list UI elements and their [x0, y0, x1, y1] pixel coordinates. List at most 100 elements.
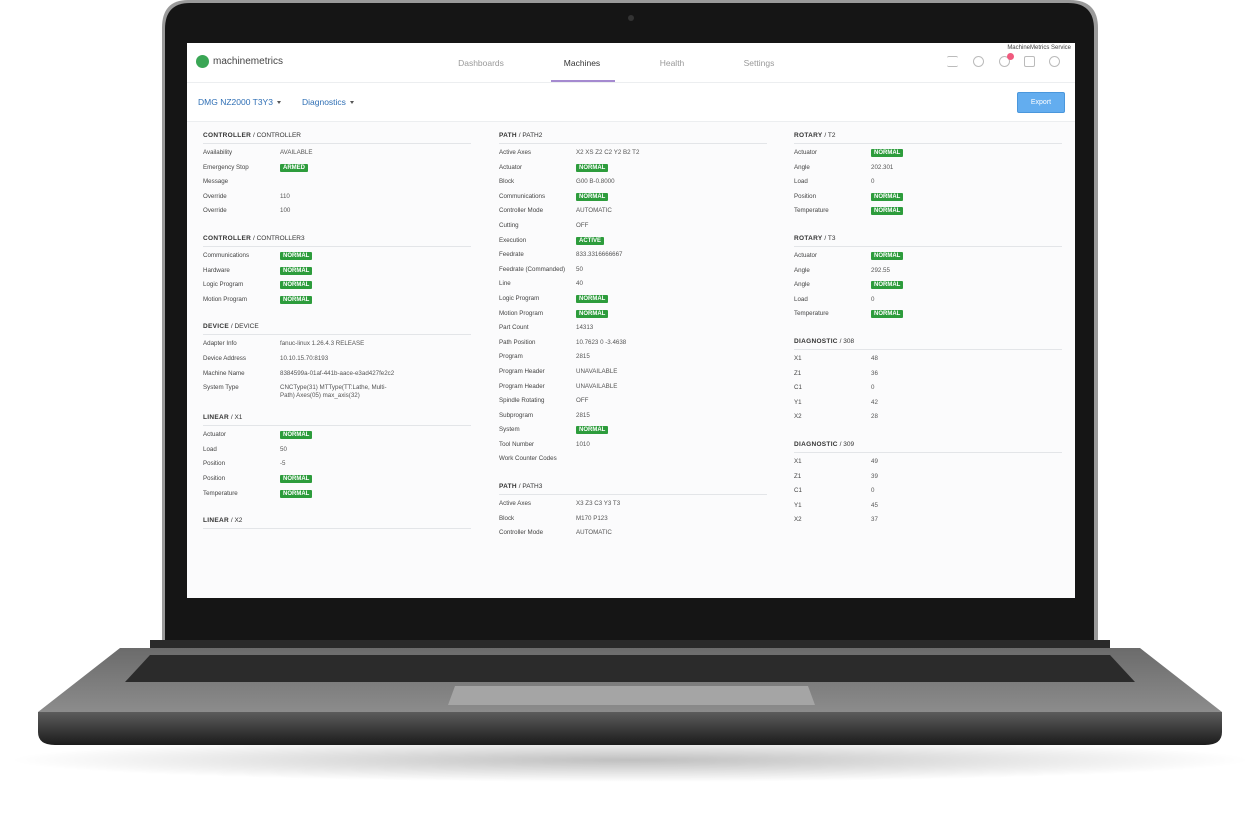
row-label: Communications: [499, 192, 546, 200]
trackpad: [448, 686, 815, 705]
row-label: Path Position: [499, 338, 536, 346]
row-value-cell: NORMAL: [871, 148, 991, 157]
row: C1 0: [794, 486, 1062, 501]
row-value: 10.10.15.70:8193: [280, 354, 329, 362]
row-value-cell: OFF: [576, 396, 696, 405]
row-value: AVAILABLE: [280, 149, 313, 156]
section-name: PATH2: [522, 132, 543, 139]
row-label: Subprogram: [499, 411, 534, 419]
row-value-cell: M170 P123: [576, 514, 696, 523]
row: Load 0: [794, 295, 1062, 310]
row-value-cell: UNAVAILABLE: [576, 382, 696, 391]
row-value-cell: NORMAL: [576, 163, 696, 172]
globe-icon[interactable]: [973, 56, 984, 67]
nav-tab[interactable]: Settings: [743, 58, 775, 68]
separator: /: [230, 414, 233, 422]
separator: /: [518, 483, 521, 491]
user-icon[interactable]: [1049, 56, 1060, 67]
export-button[interactable]: Export: [1017, 92, 1065, 113]
row-label: Emergency Stop: [203, 163, 249, 171]
view-dropdown[interactable]: Diagnostics: [302, 97, 354, 107]
row-label: Temperature: [794, 207, 829, 215]
row: Override 100: [203, 206, 471, 221]
alerts-icon[interactable]: [999, 56, 1010, 67]
row: Temperature NORMAL: [203, 489, 471, 504]
row-value-cell: ARMED: [280, 163, 400, 172]
row-value-cell: CNCType(31) MTType(TT:Lathe, Multi-Path)…: [280, 383, 400, 400]
row-value: 1010: [576, 440, 590, 448]
row: Machine Name 8384599a-01af-441b-aace-e3ad…: [203, 369, 471, 384]
row-label: Program: [499, 353, 523, 361]
row-label: Actuator: [499, 163, 523, 171]
row-label: Actuator: [203, 431, 227, 439]
row-value-cell: NORMAL: [576, 309, 696, 318]
row-value: 36: [871, 369, 878, 377]
row-value-cell: OFF: [576, 221, 696, 230]
row-label: System: [499, 426, 520, 434]
row-value-cell: AUTOMATIC: [576, 528, 696, 537]
nav-tab[interactable]: Health: [659, 58, 685, 68]
row-label: X2: [794, 516, 802, 524]
row: C1 0: [794, 383, 1062, 398]
row-value-cell: 10.7623 0 -3.4638: [576, 338, 696, 347]
row-value-cell: NORMAL: [576, 294, 696, 303]
status-badge: NORMAL: [280, 489, 313, 498]
row-value: AUTOMATIC: [576, 207, 612, 215]
status-badge: ARMED: [280, 163, 308, 172]
row: Hardware NORMAL: [203, 266, 471, 281]
row-label: Feedrate: [499, 251, 524, 259]
row: Angle 202.301: [794, 163, 1062, 178]
row-value-cell: AUTOMATIC: [576, 206, 696, 215]
row-label: Spindle Rotating: [499, 397, 545, 405]
section: CONTROLLER / CONTROLLER Availability AVAIL…: [203, 132, 471, 221]
row-label: Controller Mode: [499, 529, 544, 537]
row-value: 2815: [576, 353, 590, 361]
section-group: DIAGNOSTIC: [794, 337, 838, 345]
row: Active Axes X3 Z3 C3 Y3 T3: [499, 499, 767, 514]
row-value-cell: 40: [576, 279, 696, 288]
row-label: Angle: [794, 266, 810, 274]
row-value-cell: 39: [871, 472, 991, 481]
separator: /: [252, 132, 255, 139]
row-value: 8384599a-01af-441b-aace-e3ad427fe2c2: [280, 369, 395, 377]
nav-tab[interactable]: Dashboards: [458, 58, 504, 68]
status-badge: NORMAL: [576, 163, 609, 172]
row-label: Actuator: [794, 149, 818, 156]
section-title: DIAGNOSTIC / 308: [794, 338, 1062, 350]
row-value: 42: [871, 398, 878, 406]
row-value: 202.301: [871, 163, 894, 171]
status-badge: NORMAL: [576, 294, 609, 303]
row-label: Override: [203, 192, 227, 200]
section-group: CONTROLLER: [203, 132, 252, 139]
section: DIAGNOSTIC / 308 X1 48 Z1 36 C1 0 Y1 42 X2 28: [794, 338, 1062, 427]
section: DIAGNOSTIC / 309 X1 49 Z1 39 C1 0 Y1 45 X2 37: [794, 441, 1062, 530]
section-group: ROTARY: [794, 234, 823, 242]
lock-icon[interactable]: [1024, 56, 1035, 67]
section-title: DEVICE / DEVICE: [203, 323, 471, 336]
keyboard: [125, 655, 1135, 682]
row-value: 10.7623 0 -3.4638: [576, 338, 627, 346]
machine-dropdown[interactable]: DMG NZ2000 T3Y3: [198, 97, 281, 107]
row: Actuator NORMAL: [499, 163, 767, 178]
row-label: X1: [794, 354, 802, 362]
row-value-cell: 36: [871, 369, 991, 378]
row-value-cell: NORMAL: [280, 474, 400, 483]
row-label: Availability: [203, 149, 233, 156]
row: Spindle Rotating OFF: [499, 396, 767, 411]
row-value-cell: 100: [280, 206, 400, 215]
shuffle-icon[interactable]: [947, 56, 958, 67]
column: PATH / PATH2 Active Axes X2 XS Z2 C2 Y2 B2…: [499, 132, 767, 557]
row-value-cell: 0: [871, 295, 991, 304]
row-value-cell: 0: [871, 177, 991, 186]
row: Block M170 P123: [499, 514, 767, 529]
row-value-cell: NORMAL: [871, 251, 991, 260]
section-group: PATH: [499, 483, 517, 491]
row: Device Address 10.10.15.70:8193: [203, 354, 471, 369]
row-value: 14313: [576, 324, 594, 332]
section-title: DIAGNOSTIC / 309: [794, 441, 1062, 453]
section-name: X2: [234, 517, 243, 525]
row-value-cell: NORMAL: [576, 192, 696, 201]
separator: /: [839, 440, 842, 448]
shadow: [10, 738, 1250, 782]
nav-tab[interactable]: Machines: [563, 58, 601, 68]
